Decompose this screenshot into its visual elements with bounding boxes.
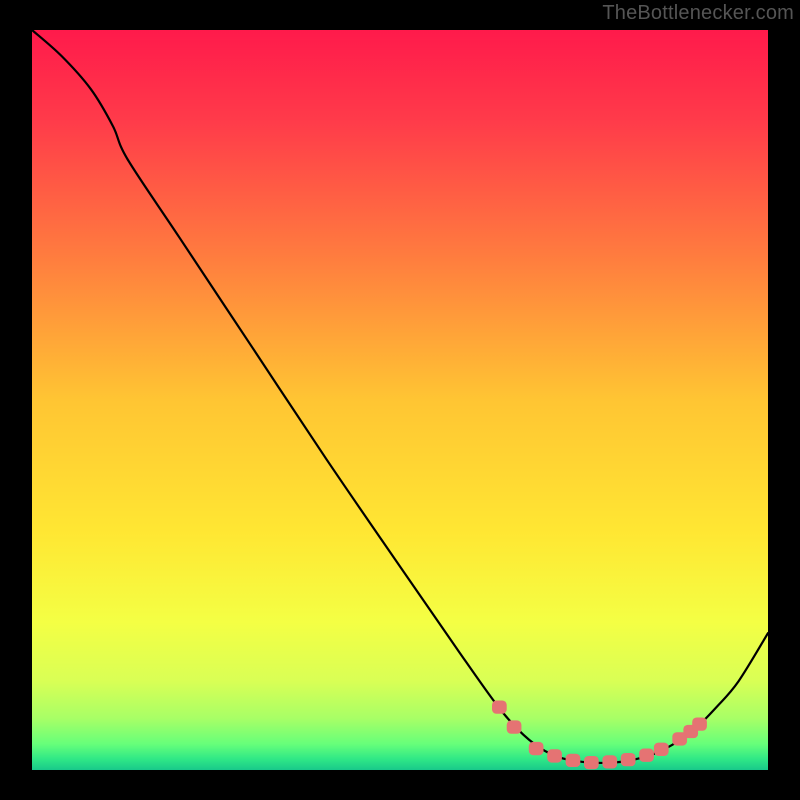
bottleneck-curve — [32, 30, 768, 763]
marker-point — [529, 742, 544, 755]
chart-stage: TheBottlenecker.com — [0, 0, 800, 800]
chart-svg — [32, 30, 768, 770]
marker-point — [692, 717, 707, 730]
marker-point — [584, 756, 599, 769]
marker-point — [639, 749, 654, 762]
marker-point — [566, 754, 581, 767]
marker-point — [547, 749, 562, 762]
marker-point — [621, 753, 636, 766]
plot-area — [32, 30, 768, 770]
watermark-text: TheBottlenecker.com — [602, 2, 794, 25]
marker-point — [654, 743, 669, 756]
marker-point — [602, 755, 617, 768]
marker-point — [507, 720, 522, 733]
marker-point — [492, 700, 507, 713]
